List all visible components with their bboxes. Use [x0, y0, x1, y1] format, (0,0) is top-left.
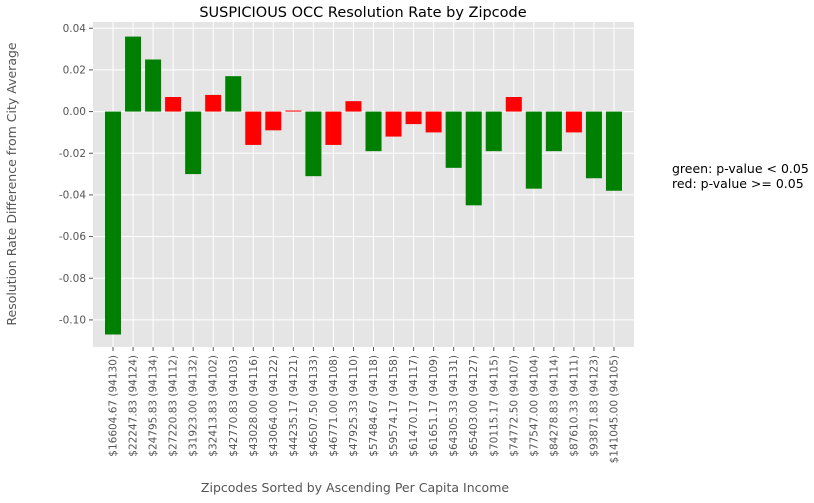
- x-tick-label: $16604.67 (94130): [108, 355, 120, 457]
- x-tick-label: $141045.00 (94105): [608, 355, 620, 463]
- x-tick-label: $27220.83 (94112): [168, 355, 180, 457]
- x-tick-label: $87610.33 (94111): [568, 355, 580, 457]
- x-tick-label: $46771.00 (94108): [328, 355, 340, 457]
- legend-note-red: red: p-value >= 0.05: [672, 176, 804, 191]
- x-tick-label: $59574.17 (94158): [388, 355, 400, 457]
- x-tick-labels: $16604.67 (94130) $22247.83 (94124) $24795…: [108, 347, 620, 463]
- y-tick-label: -0.10: [59, 314, 86, 326]
- x-tick-label: $42770.83 (94103): [228, 355, 240, 457]
- bar: [105, 111, 122, 335]
- y-tick-labels: 0.04 0.02 0.00 -0.02 -0.04 -0.06 -0.08 -0.10: [59, 23, 93, 326]
- bars: [105, 36, 622, 335]
- bar: [285, 110, 302, 112]
- x-tick-label: $64305.33 (94131): [448, 355, 460, 457]
- x-tick-label: $65403.00 (94127): [468, 355, 480, 457]
- x-tick-label: $57484.67 (94118): [368, 355, 380, 457]
- bar: [485, 111, 502, 152]
- chart-title: SUSPICIOUS OCC Resolution Rate by Zipcod…: [199, 5, 526, 21]
- bar: [365, 111, 382, 152]
- y-tick-label: 0.02: [63, 64, 86, 76]
- y-tick-label: -0.08: [59, 273, 86, 285]
- y-axis-label: Resolution Rate Difference from City Ave…: [4, 42, 19, 326]
- bar: [305, 111, 322, 177]
- x-tick-label: $43064.00 (94122): [268, 355, 280, 457]
- bar: [565, 111, 582, 133]
- bar: [425, 111, 442, 133]
- x-axis-label: Zipcodes Sorted by Ascending Per Capita …: [201, 480, 509, 495]
- bar: [545, 111, 562, 152]
- bar: [445, 111, 462, 168]
- x-tick-label: $32413.83 (94102): [208, 355, 220, 457]
- bar: [525, 111, 542, 189]
- y-tick-label: -0.02: [59, 148, 86, 160]
- x-tick-label: $24795.83 (94134): [148, 355, 160, 457]
- bar: [145, 59, 162, 112]
- x-tick-label: $93871.83 (94123): [588, 355, 600, 457]
- x-tick-label: $70115.17 (94115): [488, 355, 500, 457]
- bar: [405, 111, 422, 125]
- bar: [465, 111, 482, 206]
- x-tick-label: $43028.00 (94116): [248, 355, 260, 457]
- y-tick-label: -0.06: [59, 231, 86, 243]
- y-tick-label: 0.00: [63, 106, 86, 118]
- y-tick-label: -0.04: [59, 189, 86, 201]
- x-tick-label: $84278.83 (94114): [548, 355, 560, 457]
- bar: [325, 111, 342, 145]
- x-tick-label: $61470.17 (94117): [408, 355, 420, 457]
- bar: [165, 97, 182, 112]
- bar: [585, 111, 602, 179]
- plot-area: [93, 22, 634, 347]
- x-tick-label: $31923.00 (94132): [188, 355, 200, 457]
- y-tick-label: 0.04: [63, 23, 87, 35]
- x-tick-label: $22247.83 (94124): [128, 355, 140, 457]
- x-tick-label: $44235.17 (94121): [288, 355, 300, 457]
- bar: [125, 36, 142, 112]
- bar: [205, 94, 222, 112]
- bar: [505, 97, 522, 112]
- bar: [345, 101, 362, 112]
- x-tick-label: $46507.50 (94133): [308, 355, 320, 457]
- grid: [93, 22, 634, 347]
- legend-note-green: green: p-value < 0.05: [672, 161, 809, 176]
- x-tick-label: $74772.50 (94107): [508, 355, 520, 457]
- bar: [225, 76, 242, 112]
- bar: [265, 111, 282, 131]
- bar: [185, 111, 202, 175]
- bar: [245, 111, 262, 145]
- x-tick-label: $61651.17 (94109): [428, 355, 440, 457]
- x-tick-label: $77547.00 (94104): [528, 355, 540, 457]
- bar: [385, 111, 402, 137]
- bar: [605, 111, 622, 191]
- x-tick-label: $47925.33 (94110): [348, 355, 360, 457]
